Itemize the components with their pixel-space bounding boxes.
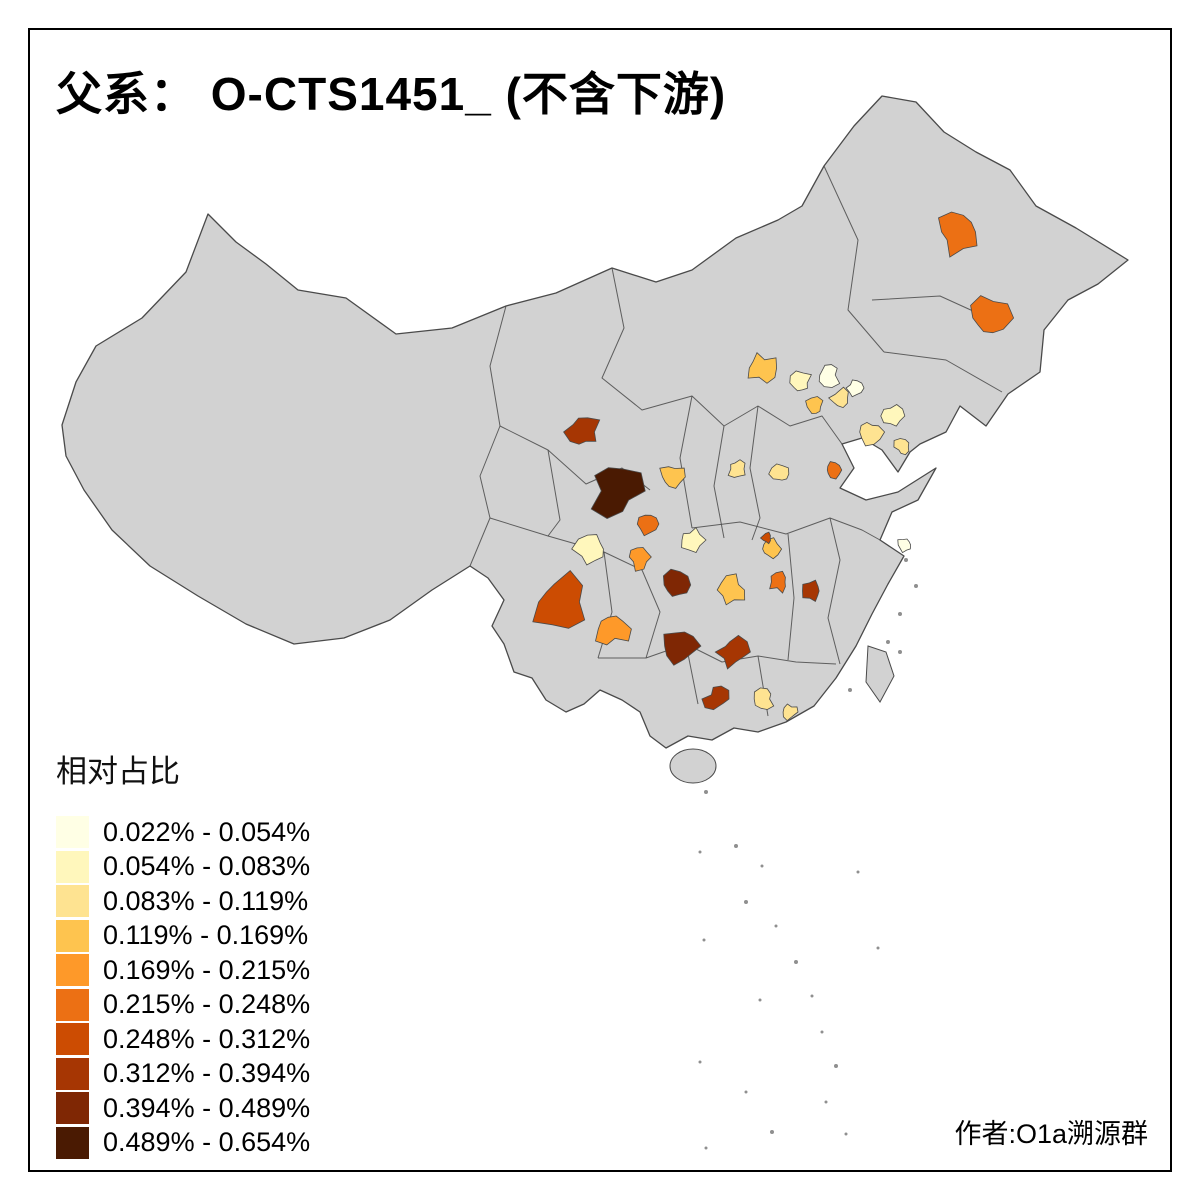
legend-swatch [56, 850, 89, 883]
legend-row: 0.054% - 0.083% [56, 850, 310, 885]
map-region [753, 687, 775, 710]
legend-label: 0.248% - 0.312% [103, 1023, 311, 1054]
hainan-island [669, 748, 717, 784]
legend-label: 0.119% - 0.169% [103, 920, 309, 951]
legend-swatch [56, 1057, 89, 1090]
legend-swatch [56, 954, 89, 987]
legend-row: 0.083% - 0.119% [56, 884, 310, 919]
map-region [826, 461, 843, 480]
author-credit: 作者:O1a溯源群 [954, 1119, 1148, 1149]
legend-swatch [56, 988, 89, 1021]
map-region [845, 379, 865, 398]
map-region [663, 631, 702, 666]
map-region [590, 467, 646, 519]
map-region [828, 386, 849, 409]
legend-row: 0.169% - 0.215% [56, 953, 310, 988]
highlighted-prefectures [532, 211, 1015, 722]
legend-row: 0.312% - 0.394% [56, 1057, 310, 1092]
map-region [880, 404, 906, 427]
map-region [727, 459, 746, 478]
map-region [701, 685, 730, 711]
legend-label: 0.054% - 0.083% [103, 851, 311, 882]
map-region [782, 703, 799, 722]
legend-label: 0.312% - 0.394% [103, 1058, 311, 1089]
legend-label: 0.022% - 0.054% [103, 816, 311, 847]
legend-row: 0.489% - 0.654% [56, 1126, 310, 1161]
legend-rows: 0.022% - 0.054% 0.054% - 0.083% 0.083% - 0… [56, 815, 310, 1160]
map-region [628, 547, 652, 572]
legend-label: 0.169% - 0.215% [103, 954, 311, 985]
plot-frame [28, 28, 1172, 1172]
map-region [662, 568, 692, 597]
map-region [563, 417, 601, 445]
map-region [818, 364, 841, 388]
map-region [938, 211, 978, 258]
map-region [802, 579, 820, 602]
map-region [897, 538, 912, 554]
legend-swatch [56, 885, 89, 918]
map-region [571, 534, 604, 566]
legend-label: 0.083% - 0.119% [103, 885, 309, 916]
south-china-sea-islets [698, 558, 918, 1150]
legend-swatch [56, 816, 89, 849]
map-region [893, 438, 910, 456]
map-region [759, 531, 771, 545]
map-region [532, 570, 586, 629]
legend-row: 0.119% - 0.169% [56, 919, 310, 954]
legend-swatch [56, 1126, 89, 1159]
legend-row: 0.022% - 0.054% [56, 815, 310, 850]
map-region [659, 466, 686, 489]
legend-swatch [56, 919, 89, 952]
legend-label: 0.215% - 0.248% [103, 989, 311, 1020]
map-region [716, 573, 746, 606]
legend-row: 0.394% - 0.489% [56, 1091, 310, 1126]
legend-title: 相对占比 [56, 754, 180, 789]
islands [669, 558, 918, 1150]
legend: 相对占比 0.022% - 0.054% 0.054% - 0.083% 0.083… [56, 746, 310, 1160]
map-region [636, 514, 660, 537]
map-region [970, 295, 1015, 334]
legend-row: 0.215% - 0.248% [56, 988, 310, 1023]
map-region [768, 463, 790, 481]
map-region [747, 352, 778, 384]
legend-label: 0.489% - 0.654% [103, 1127, 311, 1158]
map-region [789, 370, 812, 392]
map-region [769, 570, 786, 594]
legend-swatch [56, 1023, 89, 1056]
page-title: 父系： O-CTS1451_ (不含下游) [56, 68, 727, 120]
map-region [805, 396, 824, 415]
map-region [595, 615, 632, 646]
taiwan-island [865, 645, 895, 703]
legend-label: 0.394% - 0.489% [103, 1092, 311, 1123]
map-region [859, 421, 886, 447]
legend-swatch [56, 1092, 89, 1125]
map-region [714, 634, 751, 670]
legend-row: 0.248% - 0.312% [56, 1022, 310, 1057]
map-region [681, 526, 707, 553]
